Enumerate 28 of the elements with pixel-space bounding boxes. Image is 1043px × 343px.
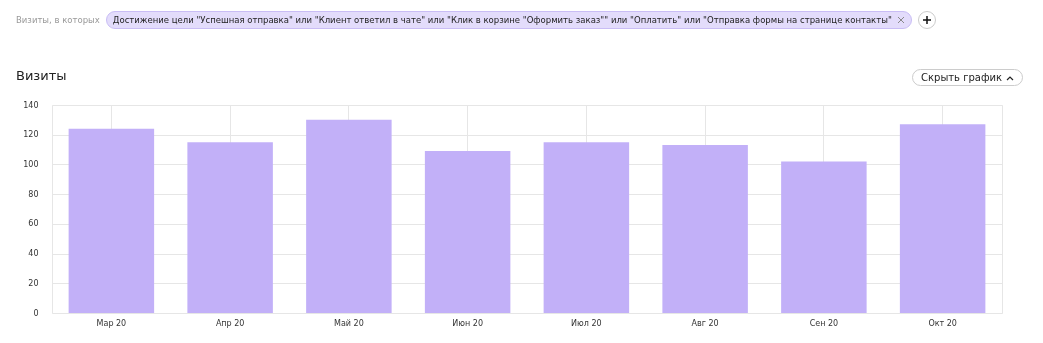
bar bbox=[899, 124, 986, 313]
y-tick-label: 140 bbox=[23, 100, 39, 110]
x-tick-label: Июл 20 bbox=[571, 318, 602, 328]
bar bbox=[187, 142, 273, 313]
bar bbox=[68, 128, 155, 313]
bar bbox=[662, 145, 748, 313]
y-tick-label: 100 bbox=[23, 159, 39, 169]
y-tick-label: 40 bbox=[28, 249, 39, 259]
text: Достижение цели "Успешная отправка" или "Клиент ответил в чате" или "Клик в корзине "Оформить заказ"" или "Оплатить" или "Отправка формы на странице контакты" bbox=[112, 15, 892, 25]
x-tick-label: Июн 20 bbox=[452, 318, 483, 328]
x-tick-label: Сен 20 bbox=[809, 318, 839, 328]
x-tick-label: Окт 20 bbox=[928, 318, 957, 328]
bar bbox=[424, 151, 511, 313]
y-tick-label: 80 bbox=[28, 189, 39, 199]
bar bbox=[781, 161, 867, 313]
x-tick-label: Авг 20 bbox=[691, 318, 719, 328]
text: Скрыть график bbox=[921, 72, 1002, 83]
y-tick-label: 20 bbox=[28, 278, 39, 288]
y-tick-label: 60 bbox=[28, 219, 39, 229]
x-tick-label: Апр 20 bbox=[215, 318, 245, 328]
x-tick-label: Май 20 bbox=[334, 318, 364, 328]
x-tick-label: Мар 20 bbox=[96, 318, 127, 328]
bar bbox=[543, 142, 630, 313]
y-tick-label: 120 bbox=[23, 130, 39, 140]
chart-subtitle: Визиты, в которых bbox=[16, 15, 100, 25]
bar bbox=[306, 119, 392, 313]
y-tick-label: 0 bbox=[33, 308, 39, 318]
chart-title: Визиты bbox=[16, 68, 67, 83]
